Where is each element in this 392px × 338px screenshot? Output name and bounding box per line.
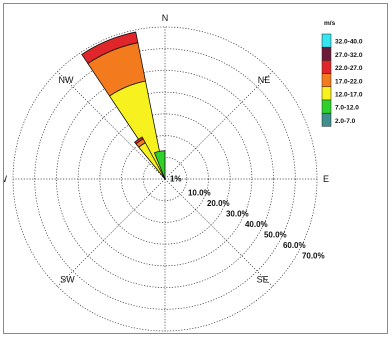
legend-swatch-4: [321, 86, 332, 101]
spoke-se: [164, 178, 273, 287]
grid-ring-50: [56, 70, 274, 288]
wind-rose-chart: NNEESESSWWNW 1%10.0%20.0%30.0%40.0%50.0%…: [4, 13, 363, 332]
legend-title: m/s: [324, 20, 336, 27]
direction-labels: NNEESESSWWNW: [4, 13, 329, 285]
legend: m/s 32.0-40.0 27.0-32.0 22.0-27.0 17.0-22.0 1…: [321, 20, 363, 127]
ring-label-1: 10.0%: [188, 189, 211, 198]
chart-frame: NNEESESSWWNW 1%10.0%20.0%30.0%40.0%50.0%…: [3, 3, 388, 334]
direction-label-n: N: [162, 13, 169, 23]
ring-label-7: 70.0%: [302, 252, 325, 261]
ring-label-2: 20.0%: [207, 199, 230, 208]
sector-n-2-7_0-12_0: [153, 150, 166, 180]
sector-nw-1-22_0-27_0: [134, 136, 144, 145]
direction-label-sw: SW: [60, 275, 75, 285]
wind-sectors: [81, 31, 166, 180]
direction-label-ne: NE: [258, 75, 271, 85]
legend-label-4: 12.0-17.0: [335, 92, 363, 99]
legend-label-2: 22.0-27.0: [335, 65, 363, 72]
ring-label-5: 50.0%: [264, 231, 287, 240]
ring-label-0: 1%: [170, 175, 182, 184]
legend-swatch-1: [321, 46, 332, 61]
sector-nw-0-22_0-27_0: [81, 31, 139, 65]
direction-label-nw: NW: [59, 75, 74, 85]
grid-ring-60: [34, 48, 296, 310]
legend-label-1: 27.0-32.0: [335, 52, 363, 59]
legend-swatch-3: [321, 73, 332, 88]
direction-label-e: E: [323, 174, 329, 184]
grid-ring-20: [121, 135, 209, 223]
legend-label-6: 2.0-7.0: [335, 118, 356, 125]
ring-label-4: 40.0%: [245, 220, 268, 229]
spoke-nw: [57, 71, 166, 180]
spoke-ne: [164, 71, 273, 180]
legend-swatch-6: [321, 112, 332, 127]
spoke-sw: [57, 178, 166, 287]
legend-swatch-5: [321, 99, 332, 114]
direction-label-w: W: [4, 174, 8, 184]
ring-label-6: 60.0%: [283, 241, 306, 250]
ring-labels: 1% 10.0%20.0% 30.0%40.0% 50.0%60.0% 70.0%: [170, 175, 325, 261]
legend-swatch-2: [321, 60, 332, 74]
legend-swatch-0: [321, 33, 332, 48]
legend-label-0: 32.0-40.0: [335, 39, 363, 46]
legend-label-5: 7.0-12.0: [335, 105, 359, 112]
direction-label-se: SE: [257, 275, 269, 285]
ring-label-3: 30.0%: [226, 210, 249, 219]
legend-label-3: 17.0-22.0: [335, 78, 363, 85]
